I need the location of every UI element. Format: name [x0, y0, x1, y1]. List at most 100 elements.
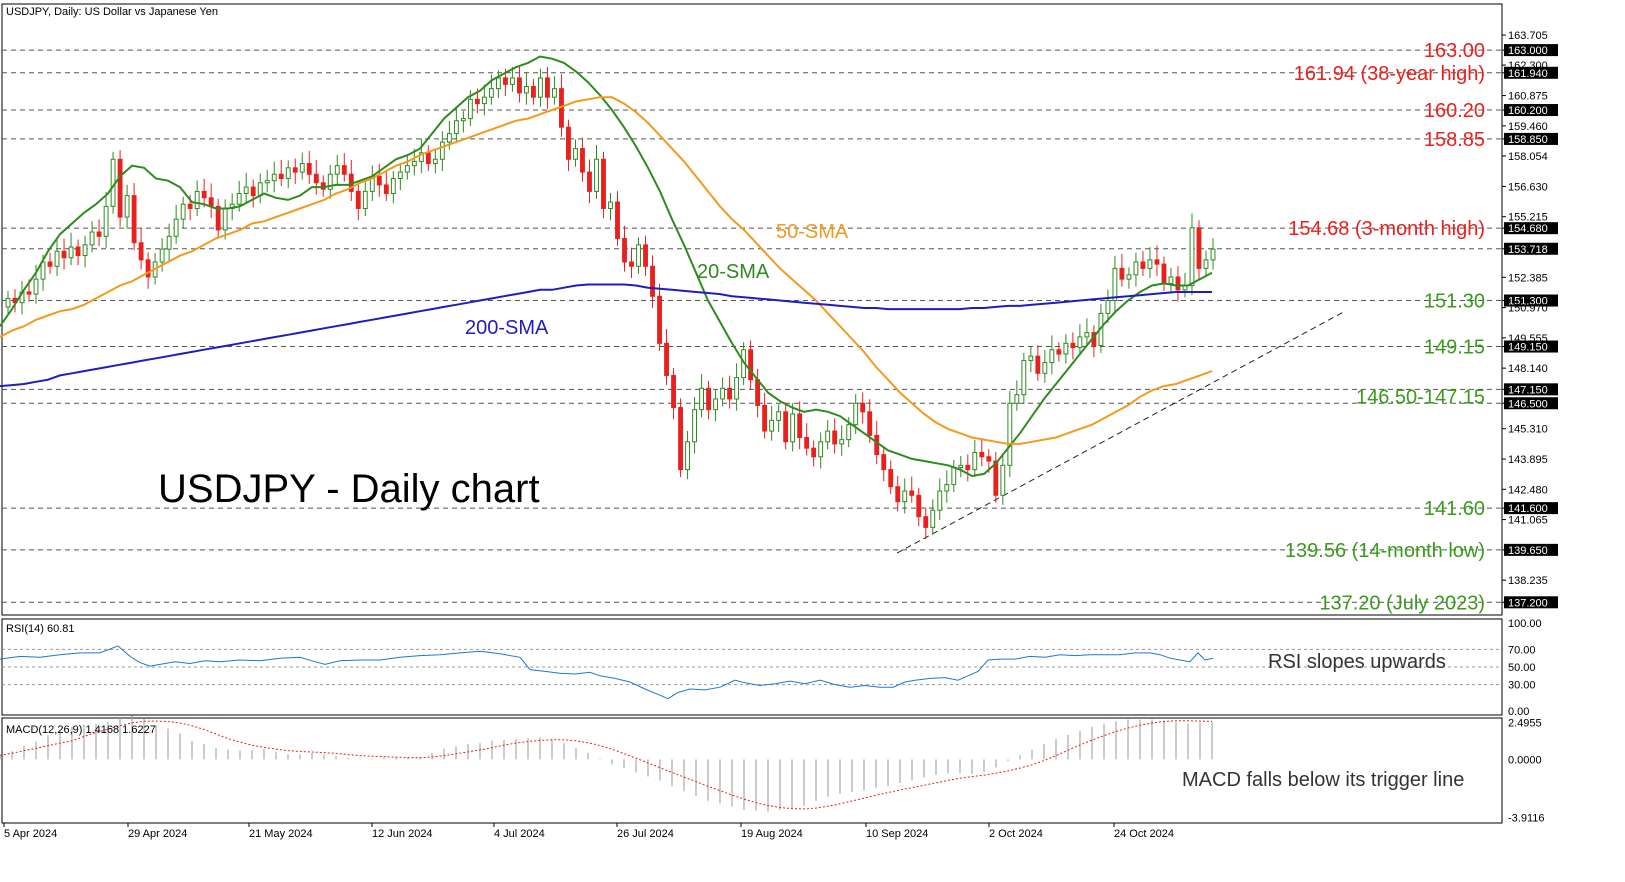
moving-averages	[0, 55, 1213, 478]
bull-candle	[285, 167, 291, 180]
bear-candle	[531, 85, 536, 98]
bull-candle	[271, 173, 277, 182]
bear-candle	[313, 173, 319, 184]
bear-candle	[201, 190, 207, 199]
bear-candle	[678, 407, 683, 471]
price-label: 158.054	[1508, 151, 1548, 163]
bear-candle	[566, 126, 571, 160]
bear-candle	[895, 486, 901, 503]
bear-candle	[292, 167, 298, 173]
price-label: 156.630	[1508, 181, 1548, 193]
bull-candle	[222, 207, 228, 231]
price-box-label: 137.200	[1508, 597, 1548, 609]
price-box	[1504, 340, 1558, 353]
x-tick-label: 19 Aug 2024	[741, 828, 803, 840]
bear-candle	[923, 516, 929, 528]
bear-candle	[783, 411, 789, 443]
price-label: 148.140	[1508, 363, 1548, 375]
bull-candle	[853, 402, 859, 426]
bull-candle	[509, 77, 515, 85]
horizontal-levels	[2, 49, 1502, 603]
rsi-axis-label: 0.00	[1508, 706, 1529, 718]
bull-candle	[769, 419, 775, 432]
bull-candle	[397, 171, 403, 180]
bear-candle	[1196, 227, 1202, 269]
bear-candle	[47, 261, 53, 267]
price-label: 138.235	[1508, 575, 1548, 587]
bear-candle	[145, 259, 151, 278]
rsi-axis-label: 100.00	[1508, 618, 1542, 630]
x-tick-label: 24 Oct 2024	[1114, 828, 1174, 840]
bull-candle	[180, 203, 186, 220]
bear-candle	[1154, 259, 1160, 265]
price-box	[1504, 242, 1558, 255]
rsi-axis-label: 50.00	[1508, 662, 1536, 674]
bull-candle	[327, 173, 333, 190]
bear-candle	[1070, 342, 1076, 349]
price-box	[1504, 383, 1558, 396]
bull-candle	[299, 163, 305, 173]
level-label: 137.20 (July 2023)	[1319, 592, 1485, 614]
bear-candle	[215, 205, 221, 231]
bear-candle	[797, 413, 803, 438]
price-label: 163.705	[1508, 30, 1548, 42]
price-box-label: 141.600	[1508, 503, 1548, 515]
symbol-info: USDJPY, Daily: US Dollar vs Japanese Yen	[6, 6, 218, 18]
bull-candle	[776, 411, 782, 421]
bull-candle	[124, 195, 130, 218]
bear-candle	[26, 291, 32, 295]
bear-candle	[1056, 349, 1062, 355]
bear-candle	[629, 261, 634, 267]
bull-candle	[1042, 362, 1048, 374]
candlesticks	[5, 65, 1216, 540]
bull-candle	[818, 441, 824, 458]
bull-candle	[411, 160, 417, 167]
bear-candle	[425, 152, 431, 165]
bear-candle	[860, 402, 866, 413]
x-tick-label: 26 Jul 2024	[617, 828, 674, 840]
bull-candle	[243, 186, 249, 195]
bear-candle	[916, 494, 922, 518]
bull-candle	[194, 190, 200, 209]
price-box	[1504, 397, 1558, 410]
bull-candle	[432, 158, 438, 165]
bear-candle	[965, 464, 971, 471]
macd-axis-label: 0.0000	[1508, 754, 1542, 766]
bear-candle	[278, 173, 284, 180]
bear-candle	[832, 430, 838, 445]
x-tick-label: 5 Apr 2024	[4, 828, 57, 840]
bear-candle	[355, 190, 361, 209]
sma200-label: 200-SMA	[465, 317, 549, 339]
bull-candle	[103, 205, 109, 237]
bull-candle	[467, 98, 473, 120]
bear-candle	[874, 434, 880, 456]
price-axis: 163.705163.000162.300161.940160.875160.2…	[1502, 30, 1558, 609]
bear-candle	[979, 451, 985, 458]
macd-axis-label: -3.9116	[1508, 812, 1545, 824]
bull-candle	[538, 77, 543, 98]
bull-candle	[1210, 248, 1216, 261]
bull-candle	[481, 96, 487, 105]
bear-candle	[187, 203, 193, 209]
price-box-label: 154.680	[1508, 223, 1548, 235]
price-box-label: 151.300	[1508, 296, 1548, 308]
price-box-label: 153.718	[1508, 244, 1548, 256]
bear-candle	[341, 165, 347, 175]
bull-candle	[720, 387, 726, 400]
bull-candle	[33, 278, 39, 295]
x-tick-label: 29 Apr 2024	[128, 828, 187, 840]
level-label: 154.68 (3-month high)	[1288, 218, 1485, 240]
price-box-label: 149.150	[1508, 342, 1548, 354]
bull-candle	[89, 231, 95, 246]
panel-frame	[1, 3, 1503, 616]
level-label: 163.00	[1424, 40, 1485, 62]
bull-candle	[685, 441, 690, 471]
macd-signal-line	[0, 720, 1213, 810]
bear-candle	[888, 469, 894, 488]
price-label: 143.895	[1508, 454, 1548, 466]
bull-candle	[68, 246, 74, 259]
price-box	[1504, 132, 1558, 145]
bull-candle	[1133, 261, 1139, 276]
